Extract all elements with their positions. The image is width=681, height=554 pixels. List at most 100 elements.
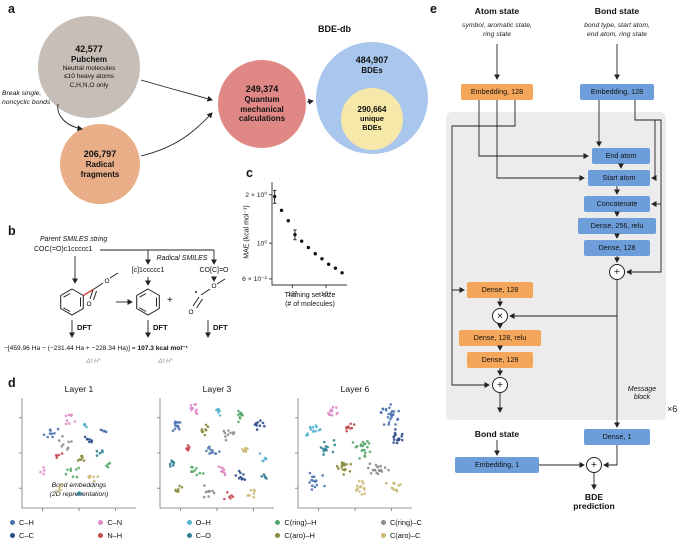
radical-smiles-label: Radical SMILES: [156, 255, 208, 262]
parent-smiles-string: COC(=O)c1ccccc1: [34, 246, 93, 253]
layer6-title: Layer 6: [340, 384, 370, 394]
phenyl-radical-structure: [136, 288, 160, 316]
plus-sign: +: [167, 295, 173, 306]
qm-count: 249,374: [245, 83, 279, 94]
pubchem-line2: ≤10 heavy atoms: [63, 73, 115, 81]
atom-embedding-box: Embedding, 128: [461, 84, 533, 100]
parent-smiles-label: Parent SMILES string: [40, 236, 108, 243]
CringC-legend-dot: [380, 520, 386, 525]
dfh-label-left: Δf H°: [86, 358, 102, 365]
legend-column: C–N N–H: [98, 518, 122, 544]
bde-db-title: BDE-db: [318, 24, 351, 34]
oxygen-label: O: [104, 278, 109, 285]
layer3-title: Layer 3: [202, 384, 232, 394]
legend-column: C(ring)–H C(aro)–H: [275, 518, 316, 544]
legend-item: C–C: [10, 531, 34, 540]
legend-label: C(aro)–H: [284, 531, 315, 540]
dft-label-1: DFT: [77, 323, 92, 332]
CH-legend-dot: [10, 520, 15, 525]
equation-result: 107.3 kcal mol⁻¹: [137, 345, 188, 352]
oxygen-label: O: [188, 309, 193, 316]
training-x-label-2: (# of molecules): [285, 301, 335, 308]
pubchem-circle: 42,577 Pubchem Neutral molecules ≤10 hea…: [38, 16, 140, 118]
bde-prediction-label-1: BDE: [584, 492, 604, 502]
times-6-label: ×6: [667, 404, 678, 414]
qm-calculations-circle: 249,374 Quantum mechanical calculations: [218, 60, 306, 148]
arrow-qm-to-bdedb: [306, 98, 314, 105]
svg-text:10⁰: 10⁰: [257, 240, 268, 248]
methoxycarbonyl-radical-structure: O O: [188, 278, 226, 316]
oxygen-label: O: [211, 283, 216, 290]
bond-residual-add-op: +: [609, 264, 625, 280]
radical-smiles-1: [c]1ccccc1: [131, 267, 165, 274]
bond-state-desc-1: bond type, start atom,: [584, 22, 650, 29]
CringH-legend-dot: [275, 520, 281, 525]
atom-state-header: Atom state: [474, 6, 520, 16]
multiply-op: ×: [492, 308, 508, 324]
bde-name: BDEs: [361, 66, 383, 76]
legend-item: C(ring)–C: [380, 518, 422, 527]
dft-label-3: DFT: [213, 323, 228, 332]
dense-128-atom-box: Dense, 128: [467, 282, 533, 298]
break-note: Break single, noncyclic bonds: [2, 90, 50, 108]
pubchem-count: 42,577: [75, 43, 103, 54]
CaroH-legend-dot: [275, 533, 281, 538]
dft-label-2: DFT: [153, 323, 168, 332]
panel-label-a: a: [8, 2, 15, 16]
layer1-title: Layer 1: [64, 384, 94, 394]
legend-label: C–C: [19, 531, 34, 540]
legend-label: C(ring)–C: [389, 518, 422, 527]
bond-legend: C–H C–C C–N N–H O–H C–O C(ring)–H C(aro)–H C(rin…: [10, 518, 422, 544]
training-x-label-1: Training set size: [284, 292, 336, 299]
bond-state-bottom-header: Bond state: [474, 429, 520, 439]
legend-item: C–N: [98, 518, 122, 527]
bde-count: 484,907: [355, 55, 389, 65]
legend-column: C(ring)–C C(aro)–C: [380, 518, 422, 544]
radical-dot: [195, 291, 197, 293]
NH-legend-dot: [98, 533, 104, 538]
equation-terms: −[459.96 Ha − (−231.44 Ha + −228.34 Ha)]…: [4, 345, 138, 352]
radical-fragments-circle: 206,797 Radical fragments: [60, 124, 140, 204]
legend-label: C(aro)–C: [389, 531, 421, 540]
CO-legend-dot: [186, 533, 192, 538]
dense-128-bond-box: Dense, 128: [584, 240, 650, 256]
panel-label-d: d: [8, 376, 16, 390]
bond-embeddings-note-1: Bond embeddings: [51, 482, 107, 489]
dense-128-atom2-box: Dense, 128: [467, 352, 533, 368]
radical-name1: Radical: [85, 160, 115, 170]
dense-1-box: Dense, 1: [584, 429, 650, 445]
atom-state-desc-1: symbol, aromatic state,: [462, 22, 532, 29]
output-add-op: +: [586, 457, 602, 473]
pubchem-line1: Neutral molecules: [62, 64, 116, 72]
atom-residual-add-op: +: [492, 377, 508, 393]
atom-state-desc-2: ring state: [483, 31, 511, 38]
CN-legend-dot: [98, 520, 104, 525]
mae-y-axis-label: MAE (kcal mol⁻¹): [243, 205, 251, 259]
legend-column: C–H C–C: [10, 518, 34, 544]
CC-legend-dot: [10, 533, 15, 538]
concatenate-box: Concatenate: [584, 196, 650, 212]
radical-smiles-2: CO[C]=O: [199, 267, 229, 274]
dense-256-relu-box: Dense, 256, relu: [578, 218, 656, 234]
qm-name1: Quantum: [244, 95, 280, 105]
legend-label: C(ring)–H: [284, 518, 317, 527]
unique-name1: unique: [360, 114, 384, 124]
embedding-1-box: Embedding, 1: [455, 457, 539, 473]
panel-label-e: e: [430, 2, 437, 16]
oxygen-label: O: [86, 301, 91, 308]
end-atom-box: End atom: [592, 148, 650, 164]
pubchem-line3: C,H,N,O only: [69, 81, 109, 89]
unique-name2: BDEs: [362, 123, 382, 132]
break-note-line1: Break single,: [2, 90, 42, 97]
bond-embeddings-note-2: (2D representation): [49, 491, 109, 498]
bond-state-header: Bond state: [594, 6, 640, 16]
legend-item: C–H: [10, 518, 34, 527]
legend-item: N–H: [98, 531, 122, 540]
legend-item: O–H: [186, 518, 211, 527]
bde-prediction-label-2: prediction: [573, 501, 615, 511]
start-atom-box: Start atom: [588, 170, 650, 186]
legend-column: O–H C–O: [186, 518, 211, 544]
arrow-pubchem-to-qm: [140, 79, 213, 102]
